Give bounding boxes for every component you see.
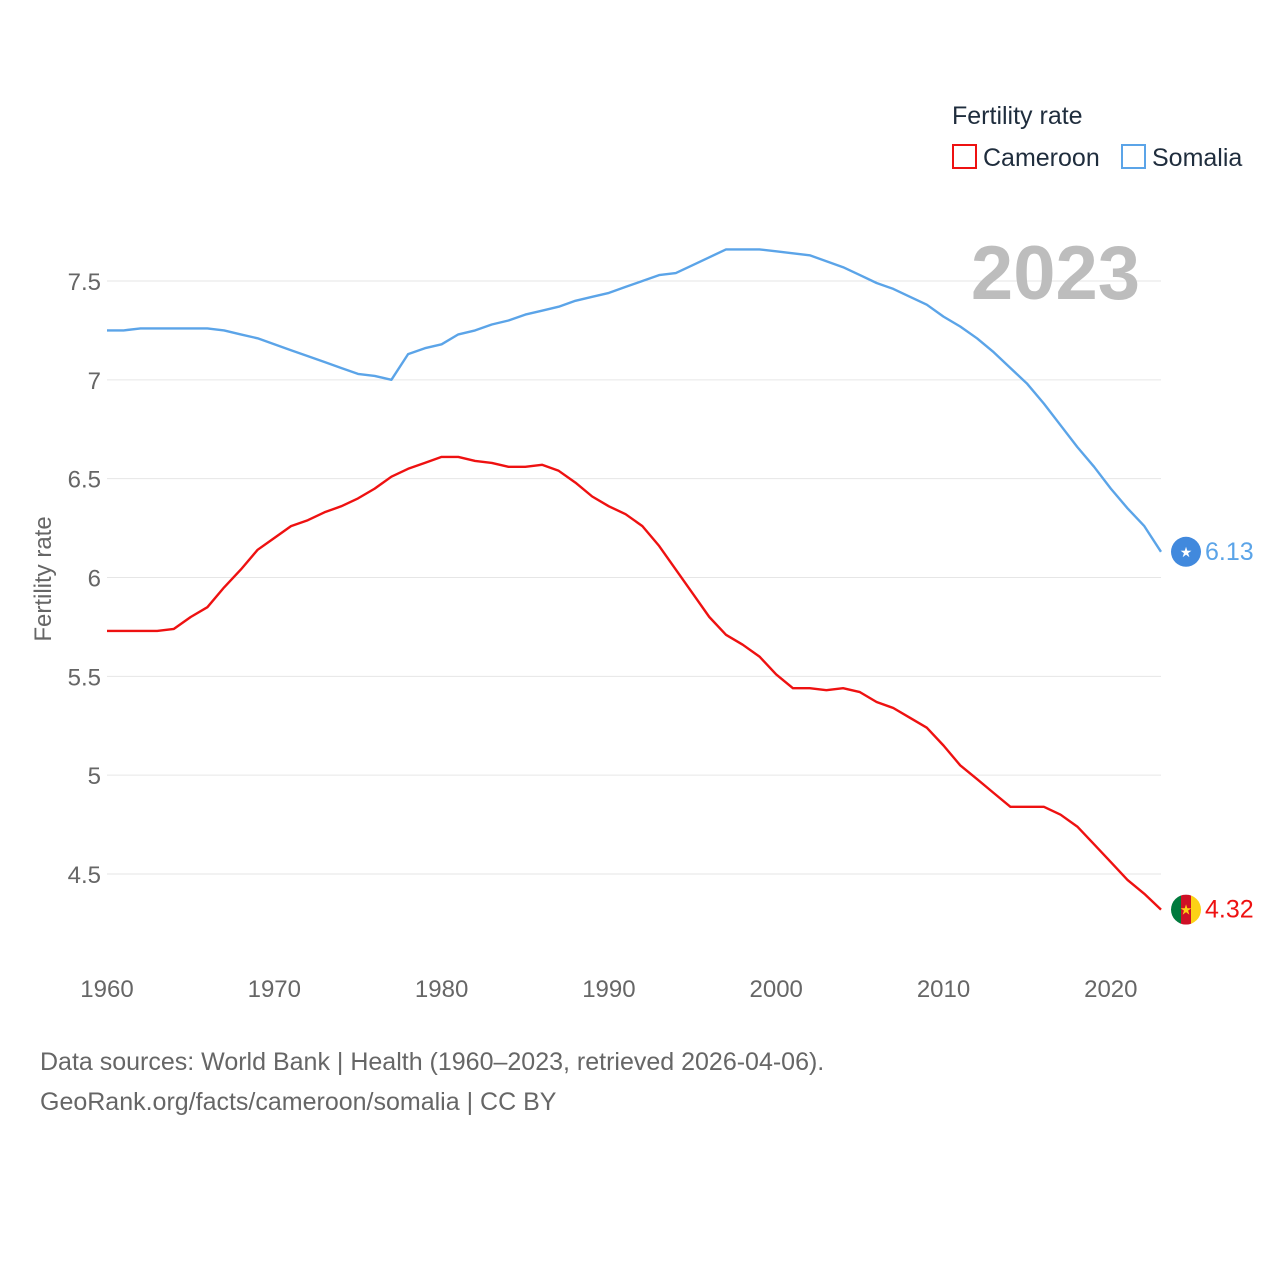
series-lines [107, 248, 1163, 911]
source-link[interactable]: GeoRank.org/facts/cameroon/somalia | CC … [40, 1088, 557, 1116]
somalia-flag-icon: ★ [1171, 536, 1201, 567]
legend-item-cameroon[interactable]: Cameroon [952, 144, 1100, 172]
y-tick-label: 6 [88, 566, 101, 593]
footer: Data sources: World Bank | Health (1960–… [40, 1042, 824, 1122]
y-tick-label: 5.5 [68, 664, 101, 691]
data-source-note: Data sources: World Bank | Health (1960–… [40, 1048, 825, 1076]
svg-text:★: ★ [1180, 902, 1193, 918]
end-value-label-somalia: 6.13 [1205, 538, 1254, 566]
legend: Fertility rate Cameroon Somalia [952, 102, 1242, 172]
legend-swatch-somalia [1121, 144, 1146, 169]
y-tick-label: 7 [88, 368, 101, 395]
x-tick-label: 1970 [248, 976, 301, 1003]
gridlines [107, 280, 1161, 875]
legend-label-somalia: Somalia [1152, 144, 1242, 172]
x-tick-label: 2010 [917, 976, 970, 1003]
current-year-label: 2023 [971, 231, 1140, 316]
y-tick-label: 5 [88, 763, 101, 790]
y-tick-label: 6.5 [68, 467, 101, 494]
x-tick-label: 2020 [1084, 976, 1137, 1003]
x-tick-label: 1990 [582, 976, 635, 1003]
legend-title: Fertility rate [952, 102, 1083, 130]
series-line-somalia [107, 248, 1163, 553]
y-axis-ticks: 4.5 5 5.5 6 6.5 7 7.5 [68, 269, 101, 889]
end-value-label-cameroon: 4.32 [1205, 896, 1254, 924]
end-markers: ★ 4.32 ★ 6.13 [1171, 536, 1254, 925]
legend-swatch-cameroon [952, 144, 977, 169]
svg-text:★: ★ [1180, 544, 1193, 560]
x-tick-label: 1980 [415, 976, 468, 1003]
cameroon-flag-icon: ★ [1171, 894, 1201, 925]
y-axis-label: Fertility rate [30, 516, 57, 641]
y-tick-label: 4.5 [68, 862, 101, 889]
x-axis-ticks: 1960 1970 1980 1990 2000 2010 2020 [80, 976, 1137, 1003]
fertility-rate-chart: 4.5 5 5.5 6 6.5 7 7.5 1960 1970 1980 1990 2000 2010… [30, 102, 1254, 1003]
series-line-cameroon [107, 455, 1162, 911]
legend-item-somalia[interactable]: Somalia [1121, 144, 1242, 172]
legend-label-cameroon: Cameroon [983, 144, 1100, 172]
y-tick-label: 7.5 [68, 269, 101, 296]
x-tick-label: 1960 [80, 976, 133, 1003]
x-tick-label: 2000 [750, 976, 803, 1003]
